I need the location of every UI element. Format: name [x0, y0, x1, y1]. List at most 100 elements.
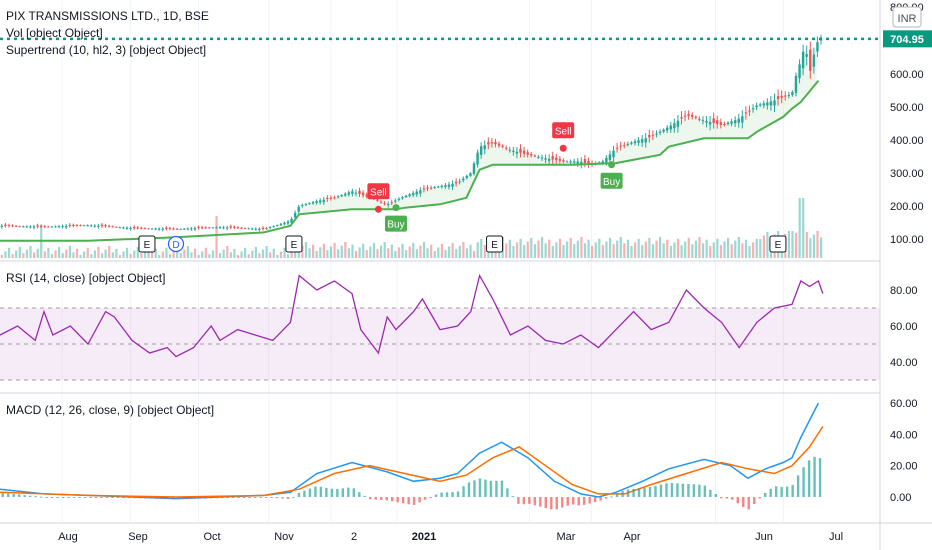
macd-bar [259, 497, 262, 498]
volume-bar [794, 232, 798, 258]
candle-body [18, 226, 21, 228]
volume-bar [705, 239, 708, 258]
candle-body [794, 75, 798, 93]
candle-body [572, 161, 576, 163]
macd-bar [286, 497, 290, 499]
macd-bar [489, 480, 493, 497]
volume-bar [641, 245, 644, 258]
volume-bar [630, 246, 633, 258]
candle-body [422, 188, 426, 190]
signal-dot [608, 161, 616, 169]
price-axis[interactable]: 800.00600.00500.00400.00300.00200.00100.… [890, 2, 924, 504]
candle-body [118, 227, 122, 229]
volume-bar [684, 241, 687, 258]
volume-bar [151, 252, 154, 258]
macd-bar [764, 493, 767, 497]
rsi-legend[interactable]: RSI (14, close) [object Object] [6, 271, 165, 285]
volume-bar [476, 242, 479, 258]
volume-bar [480, 238, 483, 258]
event-marker-e[interactable]: E [486, 235, 504, 253]
volume-bar [698, 237, 701, 258]
volume-bar [90, 254, 93, 258]
macd-bar [391, 497, 394, 502]
volume-bar [791, 231, 794, 258]
macd-bar [769, 488, 772, 497]
price-candles [0, 34, 823, 232]
candle-body [132, 226, 136, 229]
macd-bar [204, 497, 207, 499]
macd-bar [736, 497, 739, 504]
volume-bar [211, 250, 215, 258]
candle-body [154, 228, 157, 230]
volume-bar [440, 243, 444, 258]
volume-bar [272, 248, 275, 258]
candle-body [737, 118, 740, 123]
macd-bar [347, 487, 350, 497]
candle-body [537, 156, 540, 158]
event-marker-e[interactable]: E [285, 235, 303, 253]
volume-bar [419, 245, 422, 258]
rsi-tick: 60.00 [890, 321, 918, 333]
candle-body [329, 197, 333, 199]
volume-bar [712, 242, 715, 258]
macd-bar [753, 497, 756, 504]
candle-body [762, 103, 765, 106]
volume-bar [83, 251, 86, 258]
macd-bar [138, 497, 142, 499]
supertrend-legend[interactable]: Supertrend (10, hl2, 3) [object Object] [6, 43, 206, 57]
macd-bar [506, 488, 509, 497]
currency-badge[interactable] [892, 6, 922, 28]
candle-body [0, 225, 3, 227]
macd-bar [292, 496, 295, 498]
candle-body [347, 192, 350, 195]
volume-bar [812, 234, 816, 258]
candle-body [601, 161, 604, 163]
candle-body [394, 200, 397, 202]
candle-body [408, 194, 411, 197]
macd-legend[interactable]: MACD (12, 26, close, 9) [object Object] [6, 403, 214, 417]
volume-bar [315, 251, 318, 258]
last-price-badge [883, 30, 932, 48]
volume-bar [254, 246, 257, 258]
candle-body [415, 191, 418, 195]
volume-bar [691, 244, 694, 258]
volume-bar [7, 247, 11, 258]
volume-legend[interactable]: Vol [object Object] [6, 26, 103, 40]
signal-dot [374, 205, 382, 213]
volume-bar [72, 252, 75, 258]
volume-bar [444, 250, 447, 258]
volume-bar [680, 245, 683, 258]
candle-body [293, 212, 297, 218]
volume-bar [86, 247, 89, 258]
candle-body [605, 157, 608, 163]
candle-body [208, 227, 211, 229]
volume-bar [798, 198, 801, 258]
macd-bar [659, 484, 663, 497]
volume-bar [540, 237, 544, 258]
macd-bar [45, 497, 48, 498]
event-marker-e[interactable]: E [769, 235, 787, 253]
macd-bar [572, 497, 575, 505]
volume-bar [548, 239, 551, 258]
macd-line [0, 402, 820, 500]
volume-bar [401, 243, 404, 258]
time-tick: 2 [351, 531, 357, 543]
volume-bar [136, 246, 139, 258]
candle-body [476, 152, 479, 165]
event-marker-e[interactable]: E [138, 235, 156, 253]
earnings-badge [486, 235, 504, 253]
candle-body [451, 183, 454, 187]
price-tick: 200.00 [890, 201, 924, 213]
event-marker-d[interactable]: D [167, 235, 185, 253]
candle-body [708, 121, 712, 125]
volume-bar [372, 242, 376, 258]
candle-body [276, 224, 279, 227]
volume-bar [376, 249, 379, 258]
macd-bar [670, 482, 674, 497]
volume-bar [54, 250, 57, 258]
volume-bar [168, 254, 172, 258]
time-axis[interactable]: Aug Sep Oct Nov 2 2021 Mar Apr Jun Jul [58, 531, 843, 543]
candle-body [218, 227, 222, 229]
macd-bar [566, 497, 569, 506]
